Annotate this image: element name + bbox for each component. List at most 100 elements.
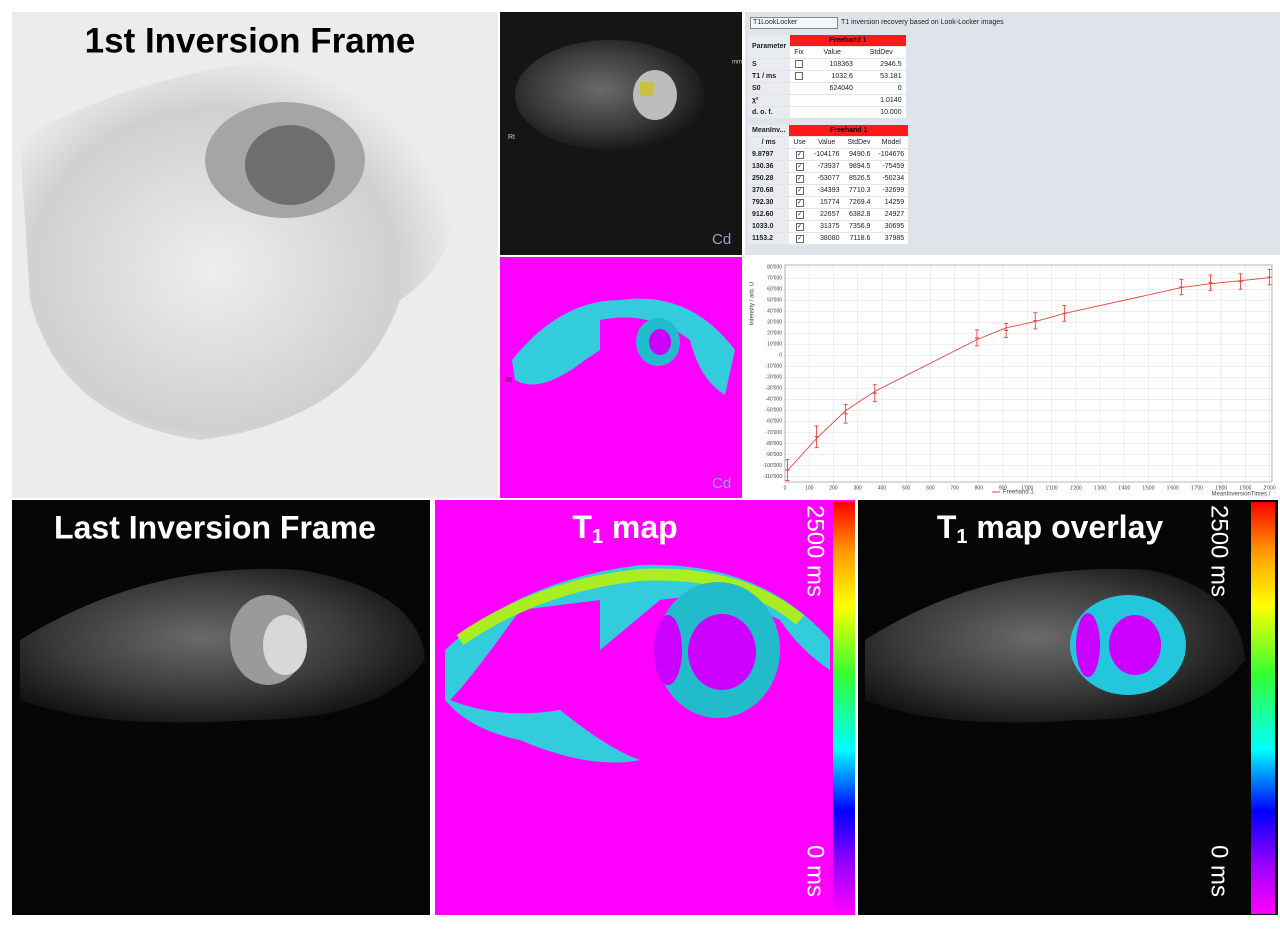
checkbox[interactable]: ✓: [795, 162, 804, 171]
heart-inner: [263, 615, 307, 675]
cell: 8526.5: [843, 172, 875, 185]
y-tick-label: 60'000: [767, 287, 782, 293]
time: 370.68: [748, 184, 790, 197]
x-tick-label: 100: [805, 485, 814, 491]
symbol: T: [572, 509, 592, 545]
parameter-row: S0 624040 0: [748, 82, 906, 95]
column-header: StdDev: [843, 136, 875, 149]
time: 1153.2: [748, 232, 790, 245]
cell: 7710.3: [843, 184, 875, 197]
cell: -53077: [809, 172, 844, 185]
model-dropdown[interactable]: T1LookLocker: [750, 17, 838, 29]
y-tick-label: 70'000: [767, 276, 782, 282]
time: 9.8797: [748, 148, 790, 161]
x-tick-label: 1'900: [1239, 485, 1251, 491]
data-row: 250.28 ✓ -53077 8526.5 -50234: [748, 172, 909, 185]
x-tick-label: 500: [902, 485, 911, 491]
x-axis-label: MeanInversionTimes /: [1212, 492, 1272, 498]
body-shape: [20, 568, 425, 723]
symbol: T: [937, 509, 957, 545]
x-tick-label: 700: [950, 485, 959, 491]
heart-inner: [1109, 615, 1161, 675]
header-row: MeanInv... Freehand 1: [748, 125, 909, 137]
x-tick-label: 1'200: [1070, 485, 1082, 491]
y-tick-label: -40'000: [765, 397, 782, 403]
stddev: 0: [856, 82, 906, 95]
column-header: Fix: [790, 46, 808, 59]
y-tick-label: 20'000: [767, 331, 782, 337]
heart-shape: [633, 70, 677, 120]
logo: Cd: [712, 231, 731, 248]
y-axis-label: Intensity / arb. U: [750, 282, 756, 326]
header: Parameter: [748, 35, 791, 59]
heart-inner: [245, 125, 335, 205]
use-cell: ✓: [789, 148, 810, 161]
orientation-label: Rt: [505, 377, 512, 384]
checkbox[interactable]: ✓: [795, 186, 804, 195]
tissue-edge: [456, 568, 804, 645]
column-row: / ms Use Value StdDev Model: [748, 136, 909, 149]
column-header: Value: [809, 136, 844, 149]
cell: -73937: [809, 160, 844, 173]
x-tick-label: 1'000: [1021, 485, 1033, 491]
parameter-table: Parameter Freehand 1 Fix Value StdDev S 108363…: [748, 35, 906, 119]
cell: -75459: [874, 160, 909, 173]
value: 108363: [807, 58, 857, 71]
group-header: Freehand 1: [789, 125, 909, 137]
value: 1.0140: [807, 94, 906, 107]
data-row: 130.36 ✓ -73937 9894.5 -75459: [748, 160, 909, 173]
checkbox[interactable]: ✓: [795, 222, 804, 231]
subscript: 1: [956, 526, 967, 548]
parameter-name: d. o. f.: [748, 106, 791, 119]
x-tick-label: 300: [854, 485, 863, 491]
y-tick-label: -70'000: [765, 430, 782, 436]
x-tick-label: 1'700: [1191, 485, 1203, 491]
value: 624040: [807, 82, 857, 95]
x-tick-label: 1'100: [1045, 485, 1057, 491]
panel-title: T1 map: [572, 509, 677, 548]
cell: 6382.8: [843, 208, 875, 221]
data-row: 1033.0 ✓ 31375 7356.9 30695: [748, 220, 909, 233]
checkbox[interactable]: ✓: [795, 210, 804, 219]
title-rest: map overlay: [968, 509, 1164, 545]
cell: 24927: [874, 208, 909, 221]
use-cell: ✓: [789, 232, 810, 245]
x-tick-label: 600: [926, 485, 935, 491]
column-row: Fix Value StdDev: [748, 46, 906, 59]
fix-cell: [790, 106, 808, 119]
column-header: Model: [874, 136, 909, 149]
y-tick-label: -110'000: [763, 474, 782, 480]
checkbox[interactable]: ✓: [795, 150, 804, 159]
cell: 38080: [809, 232, 844, 245]
x-tick-label: 1'400: [1118, 485, 1130, 491]
x-tick-label: 0: [784, 485, 787, 491]
colorbar: [833, 502, 855, 914]
time: 130.36: [748, 160, 790, 173]
cell: -34393: [809, 184, 844, 197]
x-tick-label: 800: [975, 485, 984, 491]
cell: 9894.5: [843, 160, 875, 173]
parameter-name: T1 / ms: [748, 70, 791, 83]
fix-cell: [790, 82, 808, 95]
colorbar-min: 0 ms: [802, 845, 829, 897]
fix-cell: [790, 94, 808, 107]
checkbox[interactable]: [794, 71, 803, 80]
cell: 14259: [874, 196, 909, 209]
x-tick-label: 1'500: [1142, 485, 1154, 491]
checkbox[interactable]: [794, 59, 803, 68]
fit-panel: T1LookLocker T1 inversion recovery based…: [745, 12, 1280, 255]
checkbox[interactable]: ✓: [795, 198, 804, 207]
scale-unit: mm: [732, 60, 742, 66]
checkbox[interactable]: ✓: [795, 234, 804, 243]
cell: 31375: [809, 220, 844, 233]
panel-title: Last Inversion Frame: [54, 509, 376, 545]
time: 912.60: [748, 208, 790, 221]
tissue: [445, 564, 830, 763]
checkbox[interactable]: ✓: [795, 174, 804, 183]
stddev: 2946.5: [856, 58, 906, 71]
cell: -32699: [874, 184, 909, 197]
colorbar-max: 2500 ms: [802, 505, 829, 597]
cell: 7269.4: [843, 196, 875, 209]
